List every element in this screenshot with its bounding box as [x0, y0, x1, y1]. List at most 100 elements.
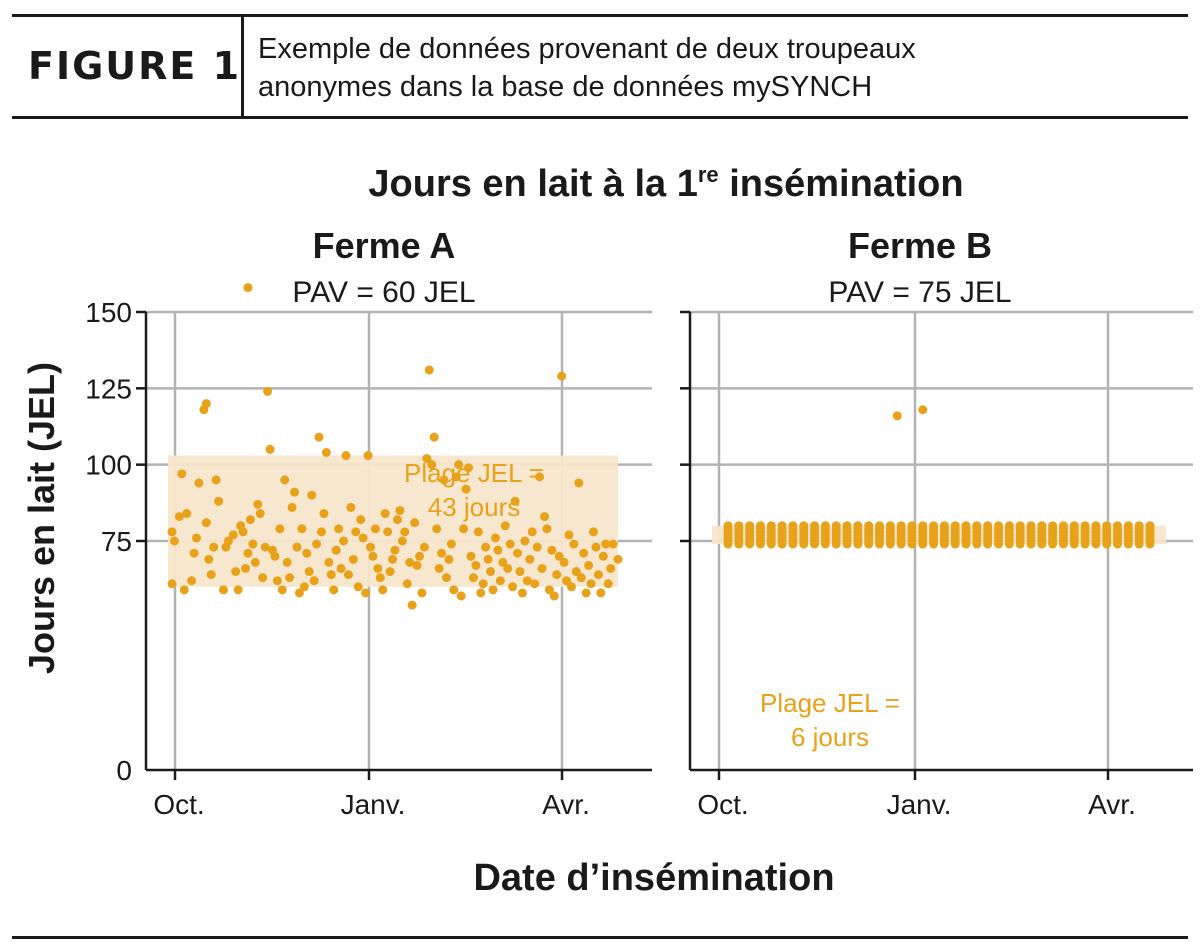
- data-point: [505, 539, 515, 549]
- data-point: [424, 365, 434, 375]
- data-point: [527, 527, 537, 537]
- data-point: [569, 539, 579, 549]
- data-point: [392, 515, 402, 525]
- data-point: [723, 521, 733, 531]
- data-point: [353, 582, 363, 592]
- data-point: [810, 521, 820, 531]
- y-tick-label: 150: [85, 297, 132, 328]
- data-point: [231, 567, 241, 577]
- data-point: [508, 582, 518, 592]
- data-point: [1091, 521, 1101, 531]
- panel-b-title: Ferme B: [848, 225, 992, 266]
- data-point: [361, 588, 371, 598]
- panel-a-subtitle: PAV = 60 JEL: [292, 276, 475, 309]
- data-point: [365, 542, 375, 552]
- data-point: [831, 521, 841, 531]
- data-point: [334, 524, 344, 534]
- data-point: [552, 570, 562, 580]
- data-point: [321, 447, 331, 457]
- data-point: [275, 524, 285, 534]
- data-point: [449, 585, 459, 595]
- data-point: [277, 585, 287, 595]
- data-point: [245, 515, 255, 525]
- data-point: [983, 521, 993, 531]
- data-point: [441, 573, 451, 583]
- data-point: [530, 579, 540, 589]
- data-point: [201, 399, 211, 409]
- data-point: [961, 521, 971, 531]
- data-point: [488, 585, 498, 595]
- chart-title-superscript: re: [698, 162, 719, 187]
- data-point: [395, 505, 405, 515]
- chart-title-end: insémination: [719, 163, 964, 205]
- data-point: [228, 530, 238, 540]
- data-point: [520, 536, 530, 546]
- data-point: [329, 585, 339, 595]
- y-axis-label: Jours en lait (JEL): [21, 362, 62, 674]
- figure-caption: Exemple de données provenant de deux tro…: [258, 30, 1158, 106]
- data-point: [566, 582, 576, 592]
- data-point: [285, 573, 295, 583]
- data-point: [588, 527, 598, 537]
- data-point: [1015, 521, 1025, 531]
- data-point: [405, 557, 415, 567]
- data-point: [390, 545, 400, 555]
- data-point: [606, 563, 616, 573]
- data-point: [432, 524, 442, 534]
- x-tick-label: Janv.: [341, 789, 406, 820]
- data-point: [169, 536, 179, 546]
- data-point: [223, 536, 233, 546]
- data-point: [177, 469, 187, 479]
- x-axis-label: Date d’insémination: [473, 857, 834, 899]
- data-point: [539, 512, 549, 522]
- data-point: [918, 405, 928, 415]
- data-point: [918, 521, 928, 531]
- data-point: [309, 576, 319, 586]
- data-point: [429, 432, 439, 442]
- data-point: [378, 585, 388, 595]
- data-point: [380, 509, 390, 519]
- data-point: [272, 576, 282, 586]
- data-point: [270, 551, 280, 561]
- data-point: [950, 521, 960, 531]
- data-point: [510, 496, 520, 506]
- data-point: [263, 386, 273, 396]
- data-point: [451, 472, 461, 482]
- panel-a-title: Ferme A: [313, 225, 456, 266]
- data-point: [194, 478, 204, 488]
- x-tick-label: Oct.: [153, 789, 204, 820]
- top-rule: [12, 14, 1188, 17]
- bottom-rule: [12, 936, 1188, 939]
- data-point: [535, 472, 545, 482]
- data-point: [574, 478, 584, 488]
- data-point: [559, 557, 569, 567]
- data-point: [192, 533, 202, 543]
- data-point: [280, 475, 290, 485]
- x-tick-label: Oct.: [697, 789, 748, 820]
- data-point: [324, 557, 334, 567]
- chart-title-main: Jours en lait à la 1: [368, 163, 697, 205]
- data-point: [481, 542, 491, 552]
- data-point: [495, 576, 505, 586]
- data-point: [179, 585, 189, 595]
- data-point: [422, 454, 432, 464]
- data-point: [385, 567, 395, 577]
- panel-b: Oct. Janv. Avr. Plage JEL = 6 jours: [680, 310, 1193, 820]
- data-point: [468, 573, 478, 583]
- data-point: [994, 521, 1004, 531]
- range-annotation-line-2: 43 jours: [428, 492, 521, 522]
- data-point: [319, 509, 329, 519]
- data-point: [1123, 521, 1133, 531]
- data-point: [500, 521, 510, 531]
- data-point: [174, 512, 184, 522]
- figure-label: FIGURE 1: [28, 44, 242, 88]
- data-point: [517, 588, 527, 598]
- data-point: [490, 533, 500, 543]
- data-point: [211, 475, 221, 485]
- data-point: [598, 551, 608, 561]
- data-point: [370, 524, 380, 534]
- header-bottom-rule: [12, 116, 1188, 119]
- data-point: [532, 542, 542, 552]
- data-point: [734, 521, 744, 531]
- data-point: [503, 563, 513, 573]
